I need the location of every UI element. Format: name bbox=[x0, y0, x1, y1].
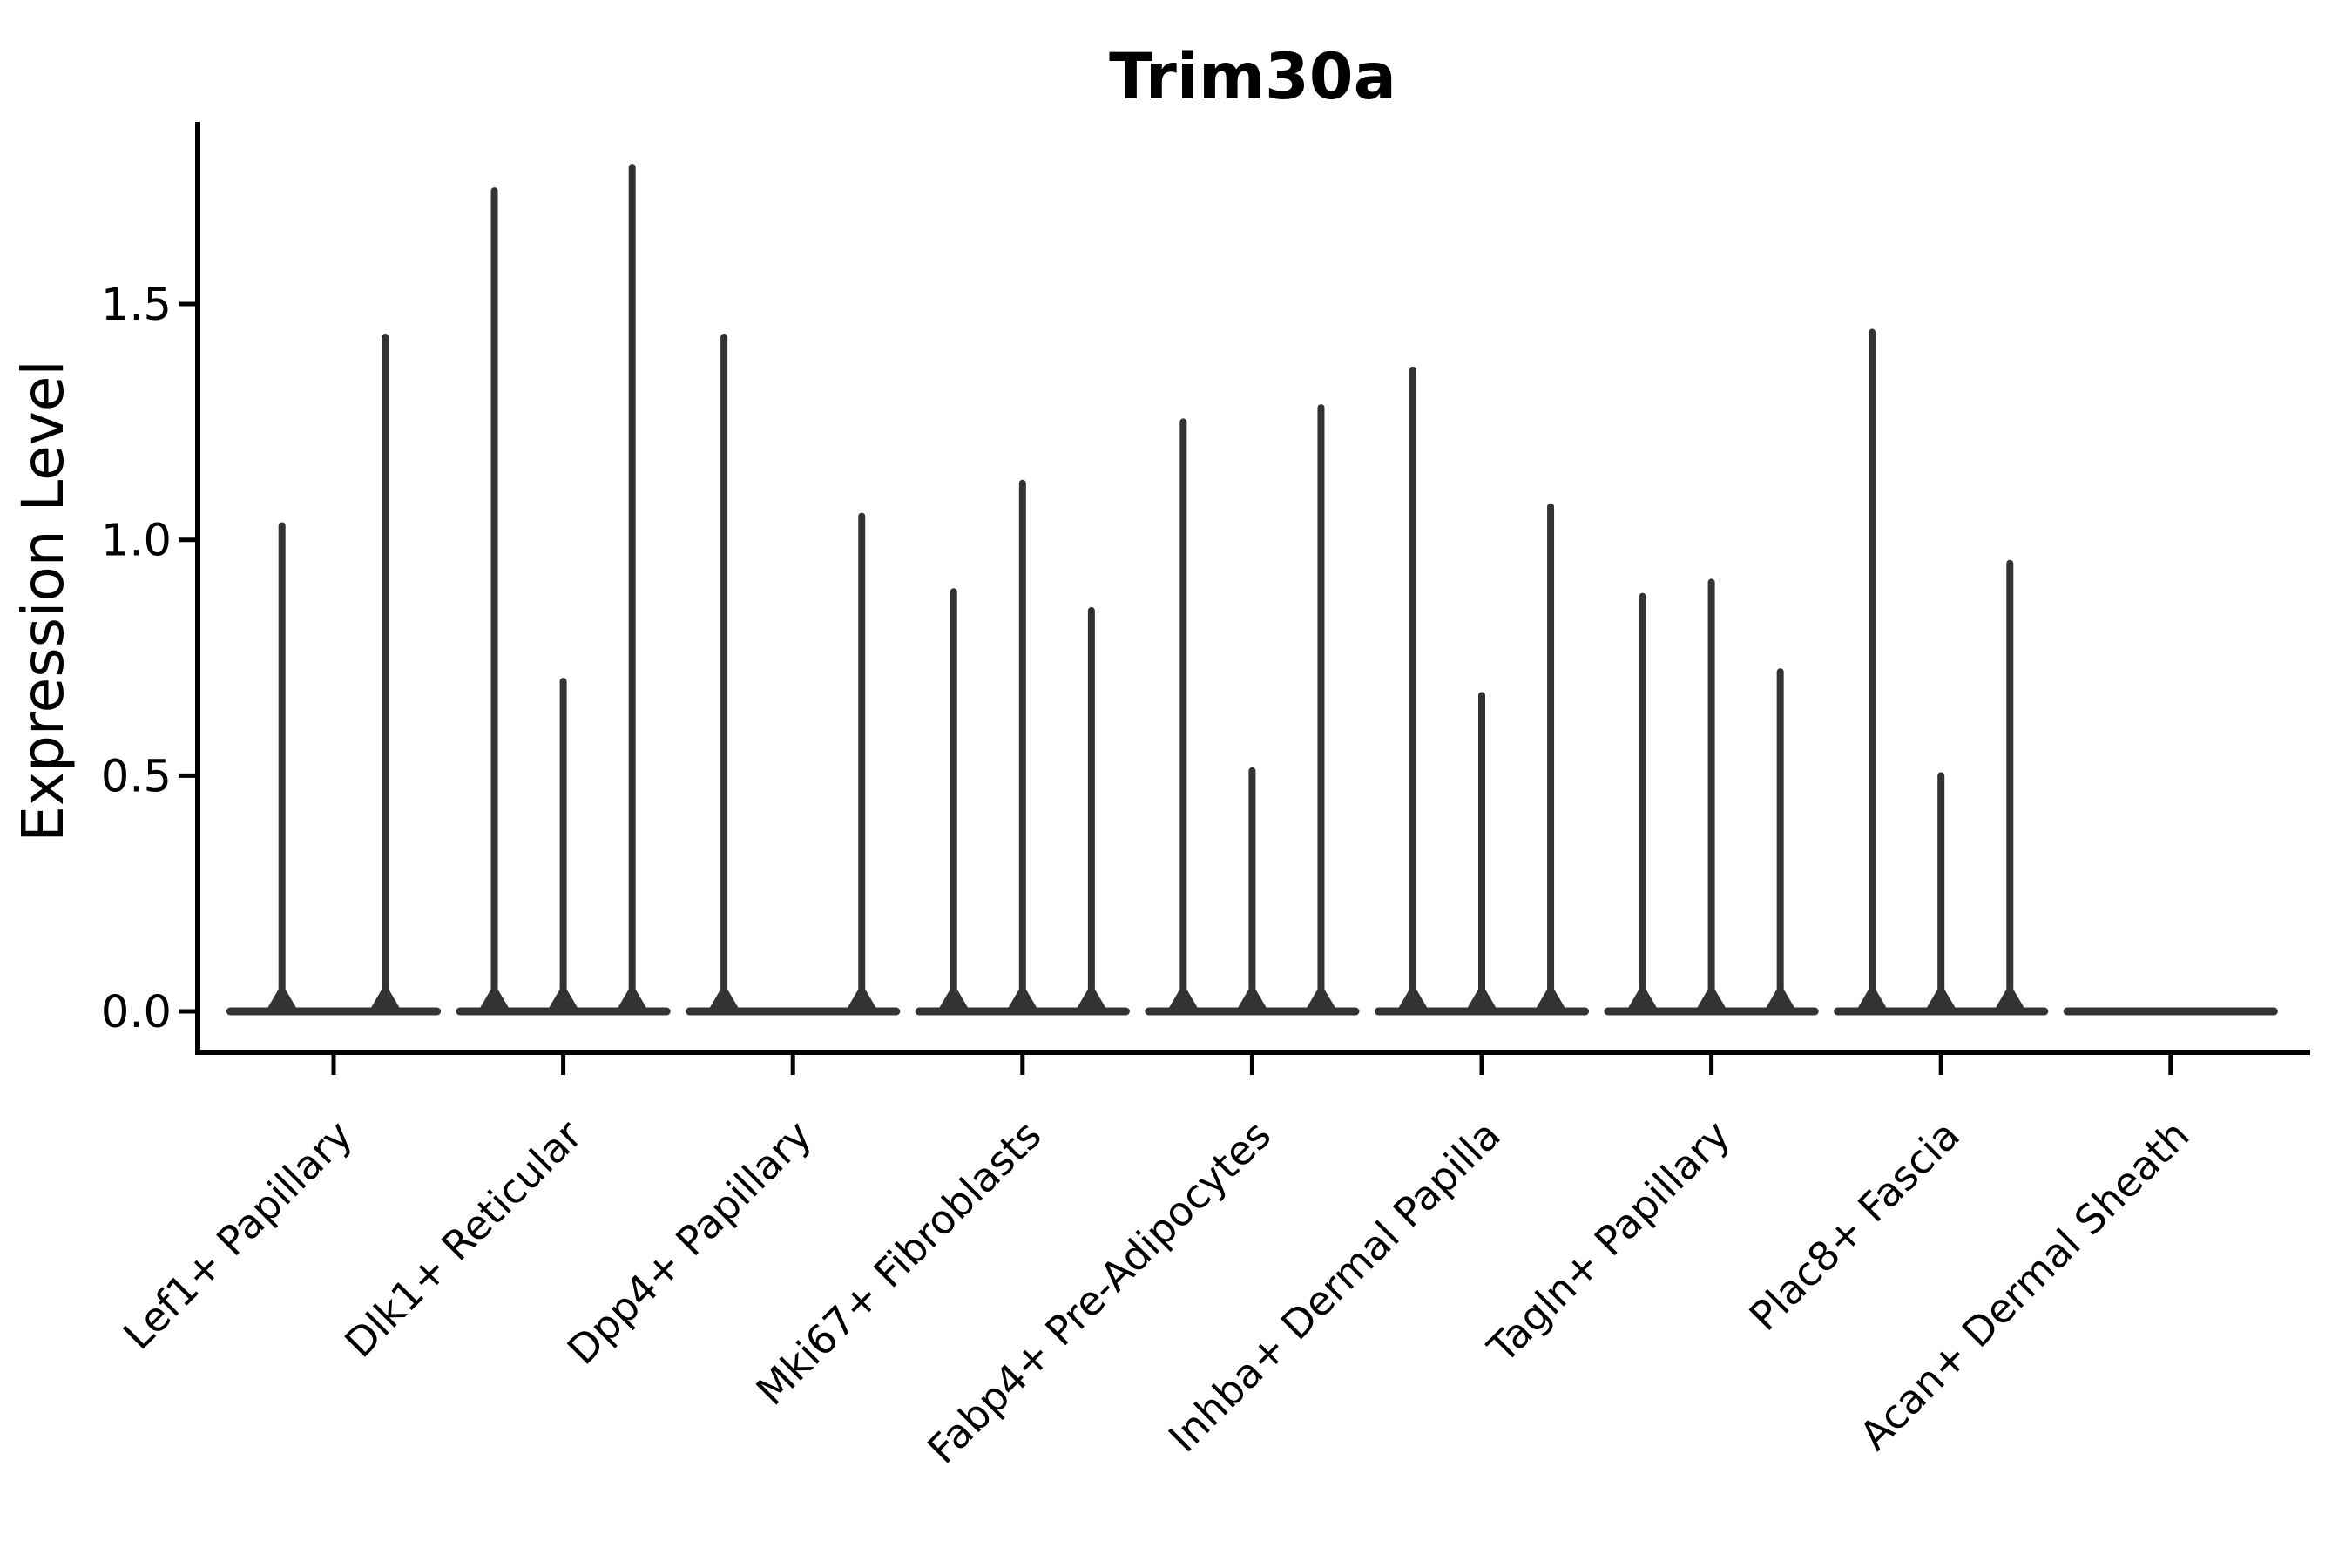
violin-group bbox=[1604, 578, 1819, 1016]
x-tick-label: Dpp4+ Papillary bbox=[558, 1112, 821, 1374]
violin-group bbox=[456, 164, 671, 1016]
plot-layer bbox=[226, 164, 2278, 1016]
violin-group bbox=[686, 333, 901, 1016]
violin-group bbox=[1834, 328, 2049, 1016]
y-tick-label: 1.5 bbox=[101, 280, 172, 331]
x-tick-label: Tagln+ Papillary bbox=[1478, 1112, 1740, 1373]
y-axis-label: Expression Level bbox=[10, 360, 77, 841]
violin-group bbox=[1374, 366, 1590, 1016]
x-tick-label: Lef1+ Papillary bbox=[114, 1112, 362, 1359]
x-tick-label: Plac8+ Fascia bbox=[1740, 1112, 1969, 1340]
violin-group bbox=[226, 333, 442, 1016]
violin-group bbox=[915, 479, 1130, 1016]
y-tick-label: 1.0 bbox=[101, 516, 172, 567]
y-tick-label: 0.5 bbox=[101, 751, 172, 802]
chart-title: Trim30a bbox=[1109, 40, 1396, 114]
x-tick-label: Dlk1+ Reticular bbox=[335, 1112, 591, 1367]
violin-group bbox=[1145, 404, 1360, 1016]
y-tick-label: 0.0 bbox=[101, 987, 172, 1038]
